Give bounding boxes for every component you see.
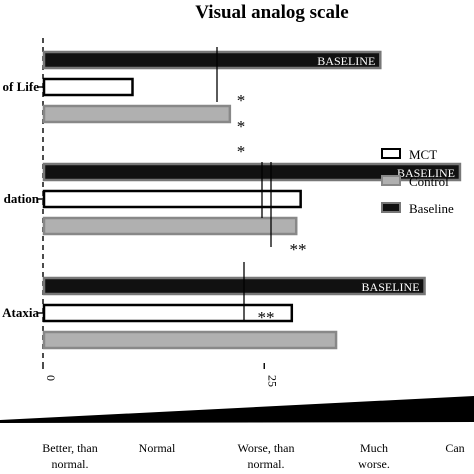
bar-mct-0	[42, 77, 134, 97]
legend-label-baseline: Baseline	[409, 201, 454, 216]
legend-swatch-control	[381, 175, 401, 186]
bar-control-0	[42, 104, 232, 124]
significance-mark-0-2: *	[237, 142, 246, 161]
scale-label-0-line2: normal.	[52, 457, 89, 471]
scale-label-3: Much	[360, 441, 388, 455]
significance-mark-1-0: **	[290, 240, 307, 259]
legend-swatch-baseline	[381, 202, 401, 213]
significance-mark-0-0: *	[237, 91, 246, 110]
chart-title: Visual analog scale	[195, 2, 348, 23]
significance-mark-0-1: *	[237, 117, 246, 136]
significance-mark-2-0: **	[258, 308, 275, 327]
bar-control-1	[42, 216, 298, 236]
bar-label-0: BASELINE	[317, 54, 375, 68]
bar-baseline-1	[42, 162, 462, 182]
bars: BASELINE BASELINE BASELINE	[42, 50, 462, 350]
scale-label-2: Worse, than	[237, 441, 294, 455]
scale-label-1: Normal	[139, 441, 176, 455]
scale-label-2-line2: normal.	[248, 457, 285, 471]
bar-label-2: BASELINE	[362, 280, 420, 294]
bar-baseline-2	[42, 276, 426, 296]
bar-label-1: BASELINE	[397, 166, 455, 180]
legend-swatch-mct	[381, 148, 401, 159]
category-label-1: dation	[4, 191, 40, 206]
bar-mct-2	[42, 303, 294, 323]
category-label-0: of Life	[3, 79, 40, 94]
severity-scale: Better, than normal. Normal Worse, than norm…	[0, 396, 474, 471]
legend-label-control: Control	[409, 174, 449, 189]
x-tick-label-1: 25	[265, 375, 279, 387]
legend-label-mct: MCT	[409, 147, 437, 162]
bar-control-2	[42, 330, 338, 350]
bar-mct-1	[42, 189, 302, 209]
x-tick-label-0: 0	[44, 375, 58, 381]
axes: of LifedationAtaxia0255075	[2, 38, 279, 387]
scale-label-0: Better, than	[42, 441, 98, 455]
scale-label-3-line2: worse.	[358, 457, 390, 471]
category-label-2: Ataxia	[2, 305, 39, 320]
severity-wedge	[0, 396, 474, 423]
scale-label-4: Can	[445, 441, 464, 455]
legend: MCT Control Baseline	[381, 147, 454, 216]
bar-baseline-0	[42, 50, 382, 70]
significance-markers: *******	[216, 47, 307, 327]
